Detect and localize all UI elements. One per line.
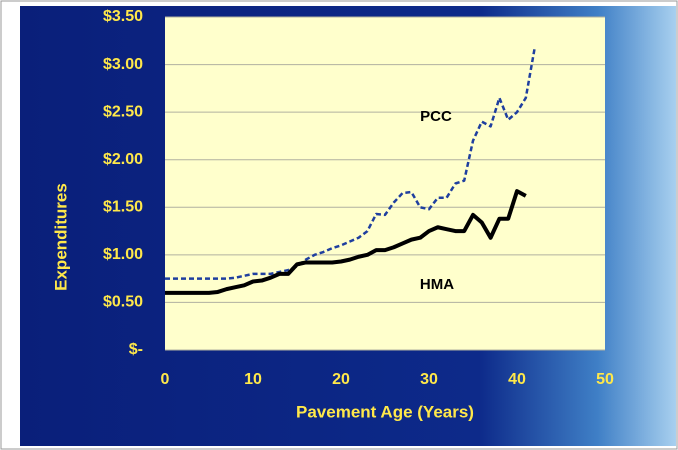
line-series [165, 48, 536, 280]
y-tick-label: $0.50 [103, 294, 143, 311]
y-axis-label: Expenditures [51, 183, 70, 291]
y-tick-label: $2.00 [103, 151, 143, 168]
y-tick-label: $2.50 [103, 103, 143, 120]
annotation: PCC [420, 108, 452, 125]
y-tick-label: $3.50 [103, 8, 143, 25]
annotation: HMA [420, 276, 454, 293]
y-tick-label: $- [129, 341, 143, 358]
plot-area [165, 17, 605, 350]
x-tick-label: 0 [161, 371, 170, 388]
x-tick-label: 30 [420, 371, 438, 388]
y-tick-label: $1.50 [103, 199, 143, 216]
x-tick-label: 10 [244, 371, 262, 388]
y-tick-label: $3.00 [103, 56, 143, 73]
x-axis-label: Pavement Age (Years) [296, 402, 474, 421]
x-tick-label: 40 [508, 371, 526, 388]
line-series [165, 189, 527, 295]
x-tick-label: 20 [332, 371, 350, 388]
x-tick-label: 50 [596, 371, 614, 388]
y-tick-label: $1.00 [103, 246, 143, 263]
